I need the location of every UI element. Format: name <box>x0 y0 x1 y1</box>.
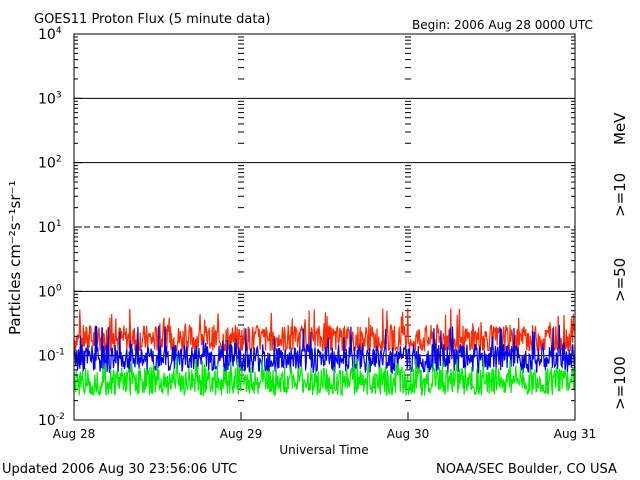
series-line-0 <box>73 308 576 353</box>
x-tick-label: Aug 29 <box>220 427 263 441</box>
y-tick-label: 100 <box>38 283 62 300</box>
footer-credit: NOAA/SEC Boulder, CO USA <box>436 462 617 477</box>
legend-entry: >=100 <box>611 356 629 410</box>
footer-updated: Updated 2006 Aug 30 23:56:06 UTC <box>2 462 237 477</box>
series-line-2 <box>73 356 576 397</box>
legend-entry: MeV <box>611 112 629 145</box>
y-tick-label: 10-1 <box>38 348 65 365</box>
x-tick-label: Aug 31 <box>554 427 597 441</box>
data-series <box>73 308 576 397</box>
series-line-1 <box>73 325 576 375</box>
y-axis-ticks: 10-2 10-1 100 101 102 103 104 <box>38 26 575 429</box>
y-tick-label: 103 <box>38 90 62 107</box>
x-tick-label: Aug 28 <box>53 427 96 441</box>
begin-label: Begin: 2006 Aug 28 0000 UTC <box>412 18 593 32</box>
x-tick-label: Aug 30 <box>387 427 430 441</box>
y-tick-label: 102 <box>38 155 62 172</box>
x-axis-ticks: Aug 28 Aug 29 Aug 30 Aug 31 <box>53 412 597 441</box>
y-tick-label: 101 <box>38 219 62 236</box>
legend-entry: >=10 <box>611 173 629 217</box>
y-tick-label: 104 <box>38 26 62 43</box>
y-tick-label: 10-2 <box>38 412 65 429</box>
x-axis-label: Universal Time <box>279 443 368 457</box>
legend: MeV >=10 >=50 >=100 <box>611 112 629 410</box>
chart-title: GOES11 Proton Flux (5 minute data) <box>34 12 270 27</box>
y-axis-label: Particles cm⁻²s⁻¹sr⁻¹ <box>6 181 24 335</box>
legend-entry: >=50 <box>611 258 629 302</box>
